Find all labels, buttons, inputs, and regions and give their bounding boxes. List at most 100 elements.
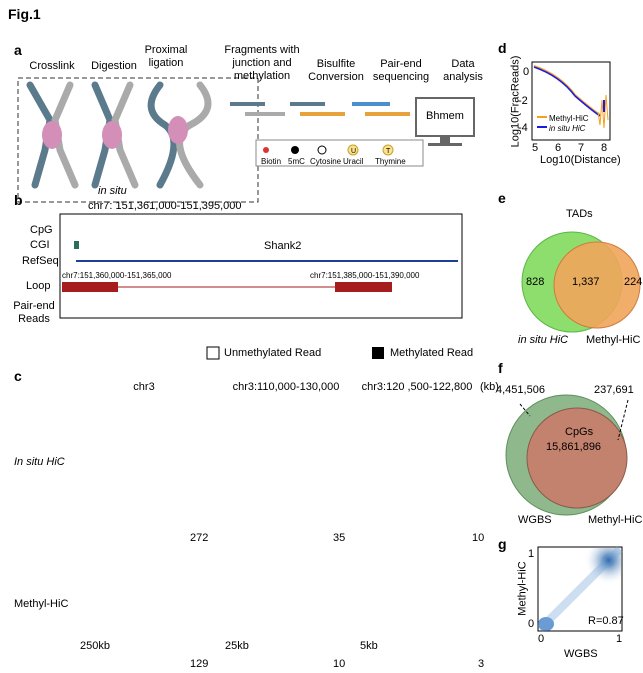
figure-label: Fig.1 xyxy=(8,6,41,22)
density xyxy=(539,548,621,630)
track-label: CpG xyxy=(30,224,53,236)
legend-icon-text: U xyxy=(351,148,357,155)
panel-label: g xyxy=(498,536,507,552)
cgi-mark xyxy=(74,241,79,249)
monitor-base xyxy=(428,143,462,146)
panel-label: b xyxy=(14,192,23,208)
venn-count: 15,861,896 xyxy=(546,441,602,453)
resolution: 25kb xyxy=(225,640,249,652)
unit: (kb) xyxy=(480,381,499,393)
column-label: chr3:110,000-130,000 xyxy=(232,381,340,393)
thymine-icon xyxy=(382,144,394,156)
5mc-icon xyxy=(291,146,299,154)
max-value: 35 xyxy=(333,532,346,544)
x-tick-label: 8 xyxy=(601,142,608,154)
annotation: R=0.87 xyxy=(588,615,624,627)
x-label: Log10(Distance) xyxy=(540,154,621,166)
monitor xyxy=(415,97,475,137)
track-label: CGI xyxy=(30,239,50,251)
track-label: Loop xyxy=(26,280,51,292)
max-value: 10 xyxy=(333,658,346,670)
uracil-icon xyxy=(347,144,359,156)
legend-text: Methyl-HiC xyxy=(549,114,589,123)
methylated-icon xyxy=(372,347,384,359)
in-situ-label: in situ xyxy=(98,185,127,197)
biotin-icon xyxy=(263,147,269,153)
cytosine-icon xyxy=(317,145,327,155)
venn-set xyxy=(553,241,641,329)
max-value: 272 xyxy=(190,532,209,544)
dashed-box xyxy=(17,77,259,203)
max-value: 3 xyxy=(478,658,485,670)
venn-count: 224 xyxy=(624,276,643,288)
plot-frame xyxy=(531,61,611,141)
legend-text: Uracil xyxy=(343,157,364,166)
fragments xyxy=(230,102,410,116)
legend-box xyxy=(255,139,424,167)
chromatin-illustration xyxy=(26,81,212,189)
step: Proximal ligation xyxy=(144,44,188,69)
x-tick-label: 1 xyxy=(616,633,623,645)
step: Crosslink xyxy=(29,60,75,72)
y-tick-label: 1 xyxy=(528,548,535,560)
set-label: WGBS xyxy=(518,514,552,526)
x-tick-label: 6 xyxy=(555,142,562,154)
loop-anchor xyxy=(335,282,392,292)
resolution: 5kb xyxy=(360,640,378,652)
insitu-curve xyxy=(533,66,601,117)
anchor-label: chr7:151,360,000-151,365,000 xyxy=(62,271,172,280)
legend-text: in situ HiC xyxy=(549,124,586,133)
venn-count: 4,451,506 xyxy=(496,384,545,396)
venn-set xyxy=(526,407,628,509)
panel-label: e xyxy=(498,190,506,206)
track-label: RefSeq xyxy=(22,255,59,267)
region: chr7: 151,361,000-151,395,000 xyxy=(88,200,242,212)
set-label: Methyl-HiC xyxy=(586,334,641,346)
step: Pair-end sequencing xyxy=(372,58,430,83)
monitor-stand xyxy=(440,137,450,143)
x-tick-label: 7 xyxy=(578,142,585,154)
y-label: Methyl-HiC xyxy=(516,561,529,616)
max-value: 10 xyxy=(472,532,485,544)
x-label: WGBS xyxy=(564,648,598,660)
venn-count: 237,691 xyxy=(594,384,634,396)
software: Bhmem xyxy=(426,110,464,122)
anchor-label: chr7:151,385,000-151,390,000 xyxy=(310,271,420,280)
legend-text: Methylated Read xyxy=(390,347,474,359)
track-box xyxy=(59,213,463,319)
column-label: chr3 xyxy=(133,381,155,393)
set-label: in situ HiC xyxy=(518,334,569,346)
legend-text: 5mC xyxy=(288,157,305,166)
panel-label: c xyxy=(14,368,22,384)
x-tick-label: 0 xyxy=(538,633,545,645)
panel-label: f xyxy=(498,360,503,376)
venn-center-label: CpGs xyxy=(565,426,594,438)
gene: Shank2 xyxy=(264,240,302,252)
venn-title: TADs xyxy=(566,208,593,220)
panel-label: d xyxy=(498,40,507,56)
loop-anchor xyxy=(62,282,118,292)
legend-text: Unmethylated Read xyxy=(224,347,322,359)
legend-text: Cytosine xyxy=(310,157,342,166)
row-label: In situ HiC xyxy=(14,456,65,468)
resolution: 250kb xyxy=(80,640,110,652)
pointer xyxy=(519,403,531,417)
density xyxy=(538,617,554,631)
pointer xyxy=(617,399,629,441)
methyl-noise xyxy=(597,94,609,129)
set-label: Methyl-HiC xyxy=(588,514,643,526)
step: Digestion xyxy=(91,60,137,72)
y-tick-label: -2 xyxy=(518,95,528,107)
step: Bisulfite Conversion xyxy=(308,58,364,83)
track-label: Pair-end Reads xyxy=(13,300,55,325)
panel-label: a xyxy=(14,42,22,58)
y-tick-label: 0 xyxy=(523,66,530,78)
legend-icon-text: T xyxy=(386,148,391,155)
y-tick-label: 0 xyxy=(528,618,535,630)
density xyxy=(537,546,623,632)
legend-text: Biotin xyxy=(261,157,282,166)
venn-count: 828 xyxy=(526,276,545,288)
max-value: 129 xyxy=(190,658,209,670)
